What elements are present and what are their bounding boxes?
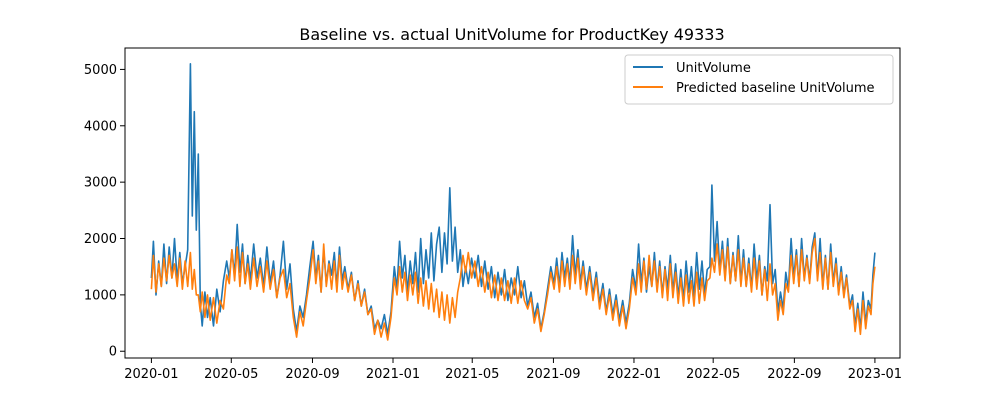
legend: UnitVolume Predicted baseline UnitVolume — [624, 54, 894, 105]
x-tick-label: 2021-09 — [526, 367, 580, 382]
legend-label-1: UnitVolume — [676, 61, 751, 76]
x-tick-label: 2021-05 — [445, 367, 499, 382]
y-tick-label: 5000 — [84, 63, 117, 78]
y-tick-label: 0 — [109, 345, 117, 360]
legend-box — [624, 54, 894, 105]
x-tick-label: 2020-01 — [124, 367, 178, 382]
x-tick-label: 2022-01 — [607, 367, 661, 382]
x-tick-label: 2020-05 — [204, 367, 258, 382]
x-tick-label: 2022-05 — [686, 367, 740, 382]
y-tick-label: 3000 — [84, 176, 117, 191]
x-axis: 2020-01 2020-05 2020-09 2021-01 2021-05 2021-… — [124, 358, 902, 382]
y-axis: 0 1000 2000 3000 4000 5000 — [84, 63, 125, 360]
y-tick-label: 1000 — [84, 288, 117, 303]
chart-title: Baseline vs. actual UnitVolume for Produ… — [299, 25, 724, 44]
legend-label-2: Predicted baseline UnitVolume — [676, 81, 875, 96]
y-tick-label: 2000 — [84, 232, 117, 247]
x-tick-label: 2021-01 — [366, 367, 420, 382]
y-tick-label: 4000 — [84, 119, 117, 134]
x-tick-label: 2022-09 — [767, 367, 821, 382]
x-tick-label: 2020-09 — [285, 367, 339, 382]
axes-frame — [124, 47, 901, 359]
x-tick-label: 2023-01 — [848, 367, 902, 382]
series-layer — [150, 62, 876, 341]
series-line-2 — [150, 237, 876, 341]
plot-area — [124, 47, 901, 359]
